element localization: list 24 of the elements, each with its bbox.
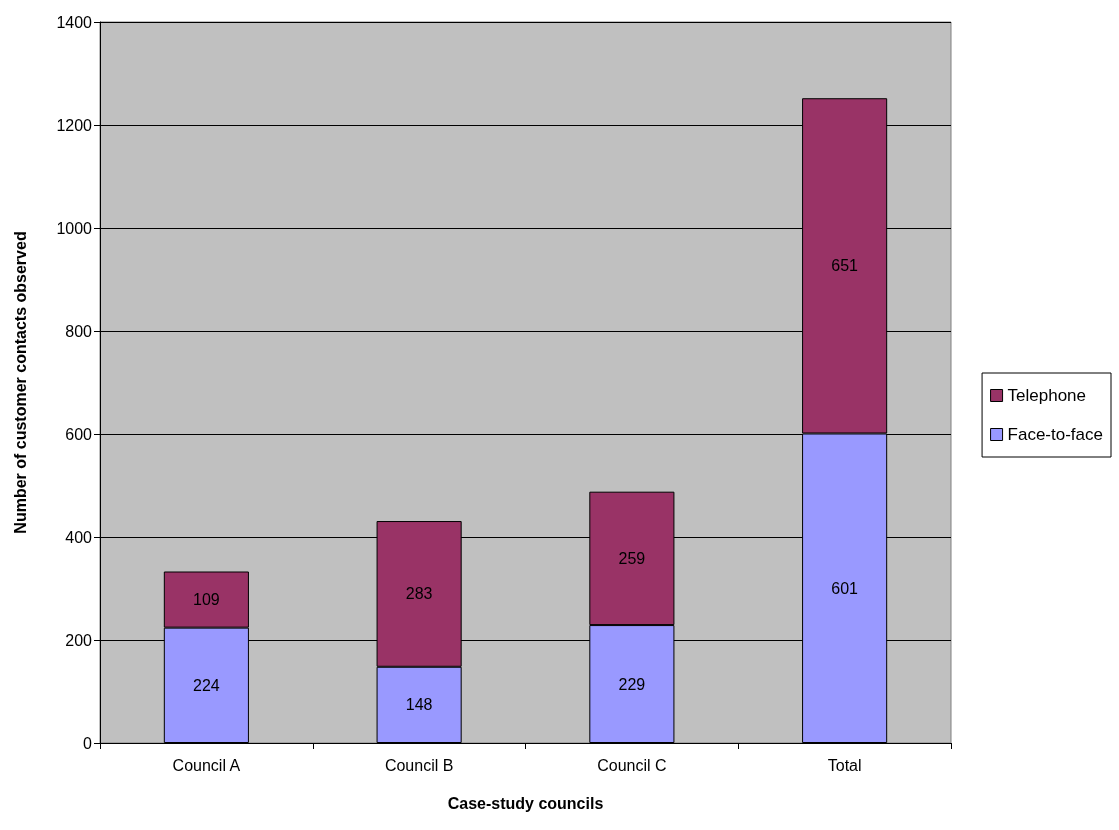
x-tick-label: Council A <box>172 756 241 774</box>
data-label: 229 <box>618 675 646 693</box>
x-tick-label: Total <box>827 756 862 774</box>
y-tick-label: 0 <box>83 734 93 752</box>
x-axis-title: Case-study councils <box>447 794 604 812</box>
y-axis-title: Number of customer contacts observed <box>11 231 29 534</box>
data-label: 259 <box>618 549 646 567</box>
y-tick-label: 200 <box>65 631 93 649</box>
data-label: 601 <box>831 579 859 597</box>
x-tick-label: Council C <box>597 756 667 774</box>
y-tick-label: 1000 <box>56 219 93 237</box>
x-tick-label: Council B <box>384 756 454 774</box>
y-tick-label: 400 <box>65 528 93 546</box>
legend-label: Face-to-face <box>1007 425 1104 444</box>
data-label: 109 <box>193 591 220 609</box>
y-tick-label: 1200 <box>56 116 93 134</box>
legend-label: Telephone <box>1007 386 1087 405</box>
data-label: 283 <box>405 585 433 603</box>
data-label: 651 <box>831 257 859 275</box>
y-tick-label: 1400 <box>56 13 93 31</box>
data-label: 224 <box>193 676 220 694</box>
data-label: 148 <box>405 696 433 714</box>
y-tick-label: 600 <box>65 425 93 443</box>
y-tick-label: 800 <box>65 322 93 340</box>
